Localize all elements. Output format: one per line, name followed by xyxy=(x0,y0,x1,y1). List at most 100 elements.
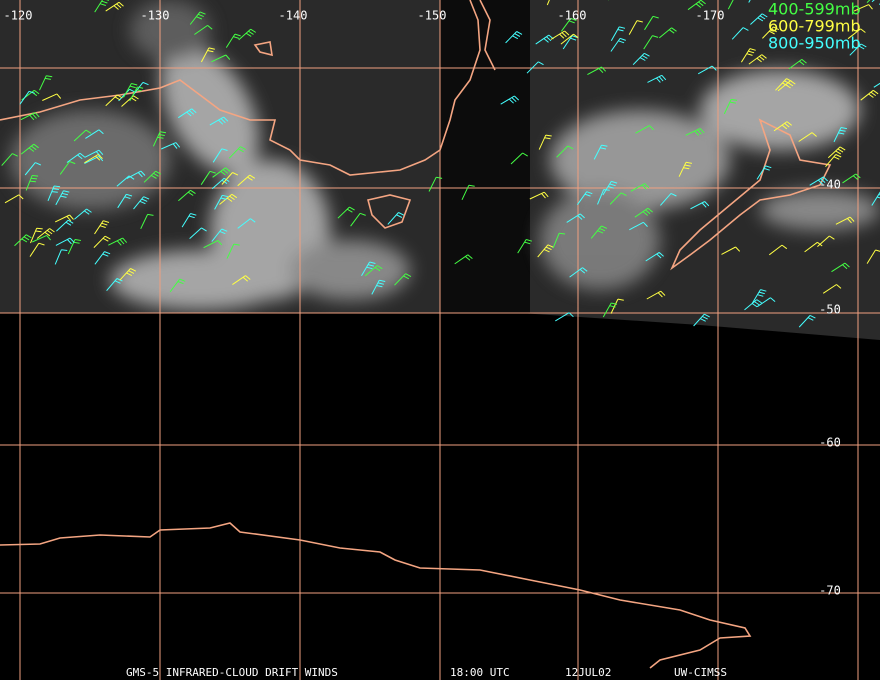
wind-barb xyxy=(744,299,762,311)
wind-barb xyxy=(232,275,251,286)
wind-barb xyxy=(602,180,618,196)
wind-barb xyxy=(751,289,767,304)
footer-title: GMS-5 INFRARED-CLOUD DRIFT WINDS xyxy=(126,666,338,679)
wind-barb xyxy=(643,35,659,50)
wind-barb xyxy=(94,251,111,265)
legend-entry: 400-599mb xyxy=(768,0,861,19)
longitude-label: -140 xyxy=(279,9,308,23)
wind-barb xyxy=(225,33,241,48)
legend: 400-599mb 600-799mb 800-950mb xyxy=(768,0,861,53)
wind-barb xyxy=(194,24,213,35)
wind-barb xyxy=(24,162,41,176)
wind-barb xyxy=(226,243,240,259)
wind-barb xyxy=(119,268,137,281)
wind-barb xyxy=(212,167,231,178)
wind-barb xyxy=(105,1,124,12)
wind-barb xyxy=(842,173,861,184)
wind-barb xyxy=(835,216,855,225)
wind-barb xyxy=(212,148,228,163)
wind-barb xyxy=(560,17,577,32)
wind-barb xyxy=(55,190,70,206)
wind-barb xyxy=(189,11,206,25)
wind-barb xyxy=(93,235,111,248)
wind-barb xyxy=(645,251,664,262)
wind-barb xyxy=(200,47,215,63)
wind-barb xyxy=(59,161,76,175)
wind-barb xyxy=(678,161,692,177)
wind-barb xyxy=(132,81,149,96)
wind-barb xyxy=(798,314,816,328)
wind-barb xyxy=(825,154,842,168)
wind-barb xyxy=(550,30,570,40)
wind-barb xyxy=(660,192,677,206)
wind-barb xyxy=(74,208,92,220)
footer-date: 12JUL02 xyxy=(565,666,611,679)
wind-barb xyxy=(123,83,138,98)
wind-barb xyxy=(529,191,549,200)
latitude-label: -70 xyxy=(819,584,841,598)
wind-barb xyxy=(871,191,880,206)
wind-barb xyxy=(748,0,751,3)
wind-barb xyxy=(526,61,544,74)
wind-barb xyxy=(756,297,776,308)
wind-barb xyxy=(56,219,74,232)
wind-barb xyxy=(20,112,40,121)
wind-barb xyxy=(454,254,473,265)
legend-entry: 600-799mb xyxy=(768,17,861,36)
wind-barb xyxy=(221,172,239,185)
wind-barb xyxy=(537,244,554,258)
wind-barb xyxy=(228,146,246,159)
wind-barb xyxy=(129,86,144,102)
wind-barb xyxy=(178,189,196,202)
wind-barb xyxy=(873,82,880,88)
wind-barb xyxy=(505,31,523,44)
wind-barb xyxy=(116,175,135,187)
wind-barb xyxy=(597,189,610,205)
latitude-label: -60 xyxy=(819,436,841,450)
wind-barb xyxy=(73,129,92,142)
wind-barb xyxy=(140,213,154,230)
wind-barb xyxy=(822,284,842,294)
wind-barb xyxy=(510,152,528,165)
wind-barb xyxy=(804,241,823,253)
wind-barb xyxy=(610,26,626,42)
wind-barb xyxy=(39,75,53,91)
wind-barb xyxy=(566,213,585,223)
wind-barb xyxy=(853,4,873,12)
wind-barb xyxy=(169,278,186,293)
wind-barb xyxy=(630,183,650,192)
wind-barb xyxy=(47,185,61,201)
wind-barb xyxy=(817,235,835,247)
wind-barb xyxy=(20,143,39,155)
wind-barb xyxy=(105,94,123,107)
wind-barb xyxy=(1,153,18,166)
wind-barb xyxy=(750,13,768,25)
wind-barb xyxy=(860,89,879,101)
wind-barb xyxy=(697,65,717,75)
wind-barb xyxy=(108,237,128,246)
wind-barb xyxy=(517,239,533,254)
wind-barb xyxy=(762,26,780,39)
wind-barb xyxy=(54,214,74,223)
wind-barb xyxy=(809,176,829,186)
footer: GMS-5 INFRARED-CLOUD DRIFT WINDS 18:00 U… xyxy=(126,666,727,679)
wind-barb xyxy=(629,221,648,231)
longitude-label: -150 xyxy=(418,9,447,23)
wind-barb xyxy=(337,206,355,219)
legend-entry: 800-950mb xyxy=(768,34,861,53)
wind-barb xyxy=(4,194,24,204)
wind-barb xyxy=(587,66,607,76)
wind-barb xyxy=(609,192,627,205)
wind-barb xyxy=(602,302,618,318)
wind-barb xyxy=(94,0,110,13)
wind-barb xyxy=(833,127,847,143)
wind-barb xyxy=(634,207,653,218)
wind-barb xyxy=(777,80,796,92)
wind-barb xyxy=(118,88,136,102)
wind-barb xyxy=(133,196,150,210)
wind-barb xyxy=(350,212,366,227)
wind-barb xyxy=(371,279,386,295)
